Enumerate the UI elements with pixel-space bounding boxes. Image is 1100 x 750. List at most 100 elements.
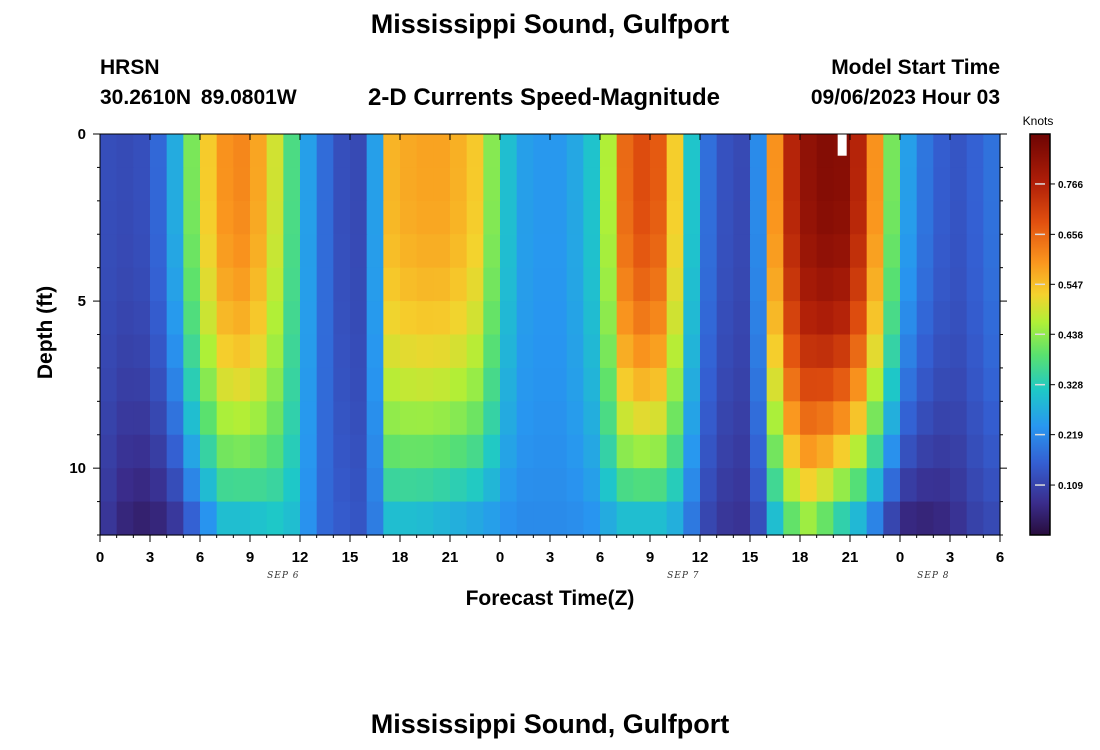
heatmap-cell xyxy=(866,434,884,469)
heatmap-cell xyxy=(866,167,884,202)
heatmap-cell xyxy=(466,134,484,169)
heatmap-cell xyxy=(800,167,818,202)
heatmap-cell xyxy=(283,167,301,202)
heatmap-cell xyxy=(216,334,234,369)
heatmap-cell xyxy=(266,367,284,402)
heatmap-cell xyxy=(133,200,151,235)
heatmap-cell xyxy=(216,267,234,302)
heatmap-cell xyxy=(650,367,668,402)
heatmap-cell xyxy=(183,401,201,436)
heatmap-cell xyxy=(750,200,768,235)
heatmap-cell xyxy=(466,200,484,235)
heatmap-cell xyxy=(133,434,151,469)
heatmap-cell xyxy=(433,234,451,269)
heatmap-cell xyxy=(816,234,834,269)
heatmap-cell xyxy=(166,167,184,202)
heatmap-cell xyxy=(500,468,518,503)
heatmap-cell xyxy=(933,334,951,369)
heatmap-cell xyxy=(816,501,834,536)
heatmap-cell xyxy=(666,267,684,302)
heatmap-cell xyxy=(166,200,184,235)
heatmap-cell xyxy=(983,468,1001,503)
x-tick-label: 15 xyxy=(742,549,759,566)
x-tick-label: 6 xyxy=(996,549,1004,566)
heatmap-cell xyxy=(600,334,618,369)
heatmap-cell xyxy=(466,167,484,202)
heatmap-cell xyxy=(383,301,401,336)
heatmap-cell xyxy=(700,267,718,302)
heatmap-cell xyxy=(483,134,501,169)
heatmap-cell xyxy=(483,167,501,202)
heatmap-cell xyxy=(300,468,318,503)
heatmap-cell xyxy=(150,367,168,402)
heatmap-cell xyxy=(750,367,768,402)
heatmap-cell xyxy=(916,334,934,369)
heatmap-cell xyxy=(400,434,418,469)
heatmap-cell xyxy=(350,200,368,235)
x-tick-label: 12 xyxy=(292,549,309,566)
x-tick-label: 6 xyxy=(596,549,604,566)
heatmap-cell xyxy=(533,234,551,269)
heatmap-cell xyxy=(733,267,751,302)
heatmap-cell xyxy=(333,167,351,202)
heatmap-cell xyxy=(166,234,184,269)
heatmap-cell xyxy=(366,501,384,536)
heatmap-cell xyxy=(350,401,368,436)
heatmap-cell xyxy=(383,401,401,436)
heatmap-cell xyxy=(633,200,651,235)
heatmap-cell xyxy=(550,134,568,169)
heatmap-cell xyxy=(950,234,968,269)
heatmap-cell xyxy=(300,334,318,369)
heatmap-cell xyxy=(300,267,318,302)
heatmap-cell xyxy=(783,200,801,235)
heatmap-cell xyxy=(600,200,618,235)
heatmap-cell xyxy=(800,267,818,302)
heatmap-cell xyxy=(900,334,918,369)
heatmap-cell xyxy=(616,367,634,402)
heatmap-cell xyxy=(733,468,751,503)
heatmap-cell xyxy=(833,267,851,302)
station-id: HRSN xyxy=(100,56,160,79)
heatmap-cell xyxy=(800,401,818,436)
heatmap-cell xyxy=(450,401,468,436)
heatmap-cell xyxy=(466,334,484,369)
heatmap-cell xyxy=(333,401,351,436)
heatmap-cell xyxy=(816,267,834,302)
heatmap-cell xyxy=(950,301,968,336)
heatmap-cell xyxy=(216,134,234,169)
heatmap-cell xyxy=(633,301,651,336)
heatmap-cell xyxy=(383,200,401,235)
heatmap-cell xyxy=(300,401,318,436)
heatmap-cell xyxy=(800,501,818,536)
heatmap-cell xyxy=(816,134,834,169)
heatmap-cell xyxy=(766,334,784,369)
heatmap-cell xyxy=(700,367,718,402)
heatmap-cell xyxy=(500,367,518,402)
heatmap-cell xyxy=(916,267,934,302)
heatmap-cell xyxy=(700,134,718,169)
heatmap-cell xyxy=(650,234,668,269)
heatmap-cell xyxy=(883,367,901,402)
heatmap-cell xyxy=(766,234,784,269)
heatmap-cell xyxy=(733,234,751,269)
heatmap-cell xyxy=(433,200,451,235)
heatmap-cell xyxy=(566,234,584,269)
heatmap-cell xyxy=(500,401,518,436)
heatmap-cell xyxy=(300,134,318,169)
heatmap-cell xyxy=(183,134,201,169)
heatmap-cell xyxy=(700,234,718,269)
date-label: SEP 6 xyxy=(267,571,299,581)
heatmap-cell xyxy=(983,301,1001,336)
heatmap-cell xyxy=(166,134,184,169)
heatmap-cell xyxy=(683,234,701,269)
heatmap-cell xyxy=(650,434,668,469)
heatmap-cell xyxy=(650,501,668,536)
heatmap-cell xyxy=(200,334,218,369)
heatmap-cell xyxy=(466,367,484,402)
heatmap-cell xyxy=(566,267,584,302)
heatmap-cell xyxy=(600,401,618,436)
heatmap-cell xyxy=(116,134,134,169)
heatmap-cell xyxy=(316,167,334,202)
heatmap-cell xyxy=(200,434,218,469)
heatmap-cell xyxy=(133,301,151,336)
